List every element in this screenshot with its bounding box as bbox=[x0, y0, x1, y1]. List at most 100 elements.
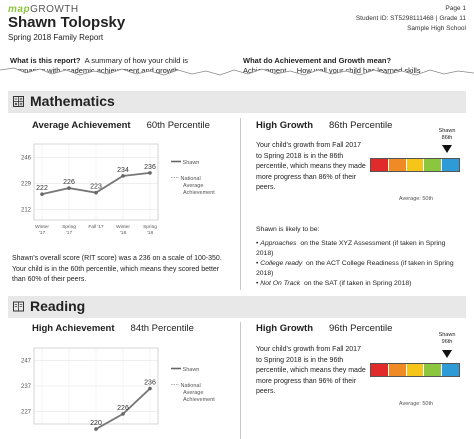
reading-divider bbox=[240, 322, 241, 439]
math-legend-student: Shawn bbox=[171, 159, 215, 167]
math-marker-name: Shawn bbox=[438, 128, 456, 134]
student-name: Shawn Tolopsky bbox=[8, 14, 126, 31]
x-tick-label: '18 bbox=[120, 230, 127, 236]
torn-edge bbox=[0, 67, 474, 88]
y-tick-label: 229 bbox=[21, 182, 32, 188]
math-legend-national-3: Achievement bbox=[183, 190, 215, 196]
reading-legend-national-1: National bbox=[180, 383, 201, 389]
x-tick-label: '17 bbox=[39, 230, 46, 236]
math-likely-item: • College ready on the ACT College Readi… bbox=[256, 260, 454, 277]
book-icon bbox=[13, 301, 24, 312]
math-achievement-pct: 60th Percentile bbox=[146, 120, 210, 131]
y-tick-label: 237 bbox=[21, 384, 32, 390]
math-growth-text: Your child's growth from Fall 2017 to Sp… bbox=[256, 142, 366, 191]
data-label: 223 bbox=[90, 184, 102, 191]
data-point bbox=[94, 427, 98, 431]
reading-average-label: Average: 50th bbox=[398, 401, 434, 407]
reading-marker-label: Shawn 96th bbox=[432, 332, 462, 346]
math-band: Mathematics bbox=[8, 91, 466, 113]
reading-growth-label: High Growth bbox=[256, 323, 313, 334]
student-id: Student ID: ST5298111468 bbox=[355, 15, 434, 22]
math-likely-rest: on the State XYZ Assessment (if taken in… bbox=[256, 240, 446, 257]
reading-legend-national: National Average Achievement bbox=[171, 382, 215, 404]
math-likely-intro: Shawn is likely to be: bbox=[256, 226, 320, 233]
math-marker-label: Shawn 86th bbox=[432, 128, 462, 142]
intro-strip: What is this report? A summary of how yo… bbox=[0, 50, 474, 80]
scale-segment bbox=[388, 364, 407, 376]
data-label: 234 bbox=[117, 167, 129, 174]
scale-segment bbox=[406, 364, 425, 376]
math-likely-status: College ready bbox=[260, 260, 303, 267]
data-point bbox=[121, 174, 125, 178]
intro-left-text: A summary of how your child is bbox=[84, 56, 188, 65]
reading-chart: 227 237 247 220 226 236 bbox=[12, 344, 164, 434]
x-tick-label: Fall '17 bbox=[88, 224, 104, 230]
intro-left: What is this report? A summary of how yo… bbox=[10, 56, 188, 76]
report-subtitle: Spring 2018 Family Report bbox=[8, 33, 104, 42]
calculator-icon bbox=[13, 96, 24, 107]
data-point bbox=[94, 190, 98, 195]
math-growth-heading: High Growth 86th Percentile bbox=[256, 120, 392, 131]
data-label: 220 bbox=[90, 420, 102, 427]
math-likely-item: • Not On Track on the SAT (if taken in S… bbox=[256, 280, 412, 287]
reading-legend-national-3: Achievement bbox=[183, 397, 215, 403]
header-meta: Page 1 Student ID: ST5298111468 | Grade 11… bbox=[356, 4, 466, 34]
scale-segment bbox=[371, 364, 389, 376]
data-label: 236 bbox=[144, 164, 156, 171]
scale-segment bbox=[424, 364, 443, 376]
data-label: 236 bbox=[144, 380, 156, 387]
legend-line-icon bbox=[171, 160, 181, 163]
intro-left-heading: What is this report? bbox=[10, 56, 81, 65]
school-name: Sample High School bbox=[407, 25, 466, 32]
reading-growth-heading: High Growth 96th Percentile bbox=[256, 323, 392, 334]
math-legend: Shawn National Average Achievement bbox=[171, 159, 215, 197]
scale-segment bbox=[371, 159, 389, 171]
intro-right-heading: What do Achievement and Growth mean? bbox=[243, 56, 392, 65]
math-growth-scale bbox=[370, 158, 460, 172]
math-legend-national-1: National bbox=[180, 176, 201, 182]
math-marker-triangle-icon bbox=[442, 145, 452, 153]
reading-marker-name: Shawn bbox=[438, 332, 456, 338]
math-marker-pct: 86th bbox=[441, 135, 453, 141]
page-number: Page 1 bbox=[445, 5, 466, 12]
reading-marker-pct: 96th bbox=[441, 339, 453, 345]
brand-map: map bbox=[8, 4, 31, 15]
scale-segment bbox=[406, 159, 425, 171]
legend-dash-icon bbox=[171, 177, 179, 178]
reading-growth-scale bbox=[370, 363, 460, 377]
y-tick-label: 212 bbox=[21, 207, 32, 213]
math-chart: 212 229 246 Winter '17 Spring '17 Fall '17 Winte… bbox=[12, 140, 164, 236]
reading-legend: Shawn National Average Achievement bbox=[171, 366, 215, 404]
y-tick-label: 247 bbox=[21, 359, 32, 365]
math-summary: Shawn's overall score (RIT score) was a … bbox=[12, 255, 222, 283]
y-tick-label: 227 bbox=[21, 409, 32, 415]
legend-dash-icon bbox=[171, 384, 179, 385]
x-tick-label: '18 bbox=[147, 230, 154, 236]
reading-achievement-pct: 84th Percentile bbox=[130, 323, 194, 334]
reading-growth-text: Your child's growth from Fall 2017 to Sp… bbox=[256, 346, 366, 395]
reading-title: Reading bbox=[30, 298, 86, 314]
reading-marker-triangle-icon bbox=[442, 350, 452, 358]
math-likely-status: Not On Track bbox=[260, 280, 301, 287]
intro-right-text-2: Achievement ... How well your child has … bbox=[243, 66, 421, 75]
data-point bbox=[148, 171, 152, 175]
brand-logo: mapGROWTH bbox=[8, 4, 79, 15]
reading-achievement-label: High Achievement bbox=[32, 323, 115, 334]
reading-achievement-heading: High Achievement 84th Percentile bbox=[32, 323, 194, 334]
math-average-label: Average: 50th bbox=[398, 196, 434, 202]
x-tick-label: '17 bbox=[66, 230, 73, 236]
math-growth-pct: 86th Percentile bbox=[329, 120, 393, 131]
x-tick-label: Winter bbox=[35, 224, 49, 230]
legend-line-icon bbox=[171, 367, 181, 370]
math-achievement-label: Average Achievement bbox=[32, 120, 131, 131]
data-point bbox=[121, 412, 125, 416]
data-label: 222 bbox=[36, 185, 48, 192]
student-id-line: Student ID: ST5298111468 | Grade 11 bbox=[355, 15, 466, 22]
grade: Grade 11 bbox=[439, 15, 466, 22]
math-growth-label: High Growth bbox=[256, 120, 313, 131]
math-legend-national: National Average Achievement bbox=[171, 175, 215, 197]
math-likely: Shawn is likely to be: • Approaches on t… bbox=[256, 225, 461, 289]
math-achievement-heading: Average Achievement 60th Percentile bbox=[32, 120, 210, 131]
reading-growth-pct: 96th Percentile bbox=[329, 323, 393, 334]
data-label: 226 bbox=[117, 405, 129, 412]
